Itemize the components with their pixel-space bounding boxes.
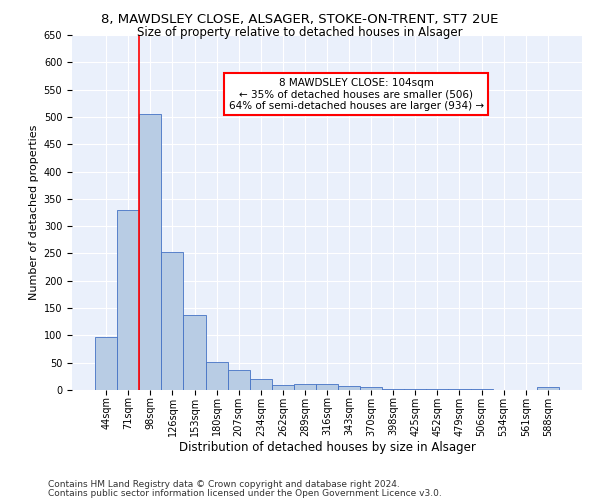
Bar [184, 315, 206, 390]
Bar [250, 379, 272, 390]
Bar [294, 384, 316, 390]
Y-axis label: Number of detached properties: Number of detached properties [29, 125, 40, 300]
Bar [139, 114, 161, 390]
Bar [206, 362, 227, 390]
Bar [338, 386, 360, 390]
Bar [117, 210, 139, 390]
Bar [227, 370, 250, 390]
Bar [272, 385, 294, 390]
Text: Contains HM Land Registry data © Crown copyright and database right 2024.: Contains HM Land Registry data © Crown c… [48, 480, 400, 489]
Bar [161, 252, 184, 390]
Bar [537, 388, 559, 390]
Bar [382, 389, 404, 390]
Text: Size of property relative to detached houses in Alsager: Size of property relative to detached ho… [137, 26, 463, 39]
Bar [360, 388, 382, 390]
X-axis label: Distribution of detached houses by size in Alsager: Distribution of detached houses by size … [179, 441, 475, 454]
Bar [95, 337, 117, 390]
Text: Contains public sector information licensed under the Open Government Licence v3: Contains public sector information licen… [48, 488, 442, 498]
Text: 8 MAWDSLEY CLOSE: 104sqm
← 35% of detached houses are smaller (506)
64% of semi-: 8 MAWDSLEY CLOSE: 104sqm ← 35% of detach… [229, 78, 484, 111]
Bar [316, 384, 338, 390]
Text: 8, MAWDSLEY CLOSE, ALSAGER, STOKE-ON-TRENT, ST7 2UE: 8, MAWDSLEY CLOSE, ALSAGER, STOKE-ON-TRE… [101, 12, 499, 26]
